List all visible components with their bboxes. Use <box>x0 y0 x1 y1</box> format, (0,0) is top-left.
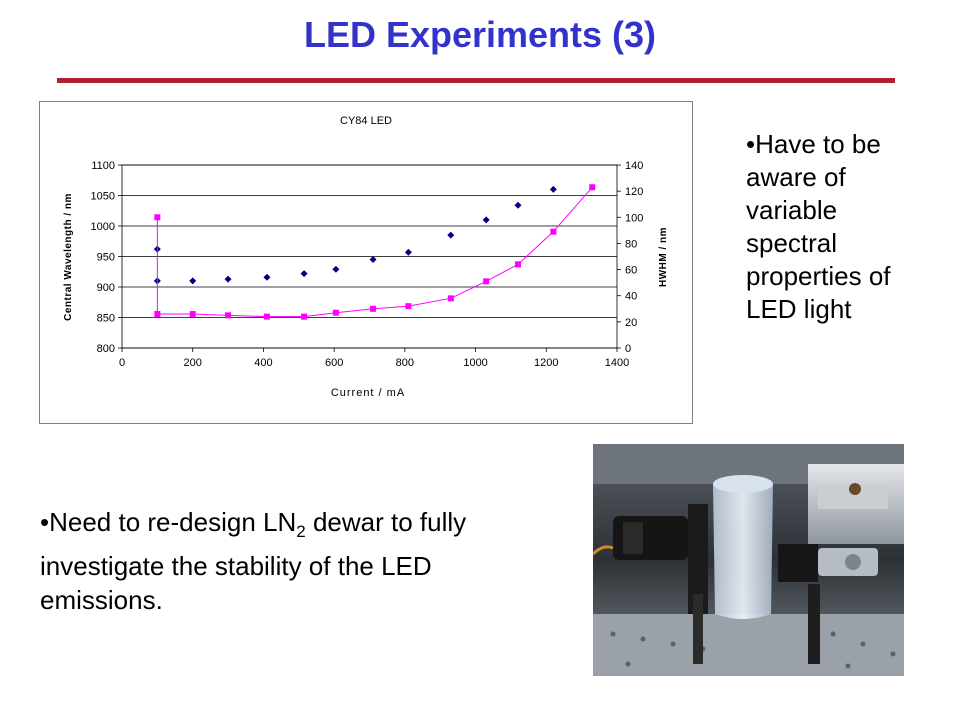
series-0-point-8 <box>404 248 412 256</box>
y-axis-label: Central Wavelength / nm <box>63 193 74 321</box>
x-tick-label-7: 1400 <box>605 357 629 369</box>
x-tick-label-6: 1200 <box>534 357 558 369</box>
y2-tick-label-6: 120 <box>625 186 643 198</box>
y2-tick-label-3: 60 <box>625 265 637 277</box>
series-0-point-3 <box>224 275 232 283</box>
lab-apparatus-photo <box>593 444 904 676</box>
series-1-point-10 <box>483 278 490 285</box>
y-tick-label-5: 1050 <box>91 191 115 203</box>
series-1-line <box>156 186 593 318</box>
series-1-point-1 <box>154 311 161 318</box>
page-title: LED Experiments (3) <box>303 14 657 55</box>
bullet-spectral-properties: •Have to be aware of variable spectral p… <box>746 129 891 324</box>
y2-axis-label: HWHM / nm <box>658 227 669 287</box>
lab-apparatus-illustration <box>593 444 904 676</box>
series-0-point-4 <box>263 273 271 281</box>
series-1-point-11 <box>515 261 521 268</box>
y2-tick-label-5: 100 <box>625 212 643 224</box>
series-0-point-6 <box>332 265 340 273</box>
y-tick-label-0: 800 <box>97 343 115 355</box>
series-0-point-10 <box>482 216 490 224</box>
series-0-point-11 <box>514 201 522 209</box>
series-1-point-2 <box>189 311 196 318</box>
series-1-point-3 <box>225 312 232 319</box>
y2-tick-label-4: 80 <box>625 238 637 250</box>
series-0-point-2 <box>189 277 197 285</box>
series-0-point-12 <box>549 185 557 193</box>
y-tick-label-6: 1100 <box>91 160 115 172</box>
y2-tick-label-7: 140 <box>625 160 643 172</box>
bullet-bottom-prefix: •Need to re-design LN <box>40 507 297 537</box>
cy84-led-chart: CY84 LED 0 200 400 600 800 1000 1200 1400800850… <box>63 115 669 399</box>
y-tick-label-4: 1000 <box>91 221 115 233</box>
series-1-point-0 <box>154 214 161 221</box>
x-tick-label-2: 400 <box>254 357 272 369</box>
bullet-bottom-suffix: dewar to fully investigate the stability… <box>40 507 467 616</box>
series-1-point-12 <box>550 228 557 235</box>
series-0-point-9 <box>447 231 455 239</box>
chart-panel: CY84 LED 0 200 400 600 800 1000 1200 1400 800 850… <box>39 101 693 424</box>
x-tick-label-3: 600 <box>325 357 343 369</box>
x-tick-label-4: 800 <box>396 357 414 369</box>
y2-tick-label-1: 20 <box>625 317 637 329</box>
bullet-dewar-redesign: •Need to re-design LN2 dewar to fully in… <box>40 505 530 617</box>
series-1-point-5 <box>301 313 308 320</box>
chart-title: CY84 LED <box>340 115 392 127</box>
x-axis-label: Current / mA <box>331 387 405 399</box>
y-tick-label-2: 900 <box>97 282 115 294</box>
x-tick-label-1: 200 <box>184 357 202 369</box>
series-1-point-4 <box>263 313 270 320</box>
series-1-point-6 <box>332 309 339 316</box>
series-0-point-7 <box>369 256 377 264</box>
series-1-point-7 <box>370 305 377 312</box>
y2-tick-label-0: 0 <box>625 343 631 355</box>
y-tick-label-3: 950 <box>97 252 115 264</box>
title-divider <box>57 78 895 83</box>
x-tick-label-0: 0 <box>119 357 125 369</box>
y2-tick-label-2: 40 <box>625 291 637 303</box>
series-0-point-5 <box>300 270 308 278</box>
series-1-point-8 <box>405 303 412 310</box>
series-1-point-9 <box>447 295 454 302</box>
bullet-bottom-subscript: 2 <box>296 522 306 542</box>
x-tick-label-5: 1000 <box>463 357 487 369</box>
y-tick-label-1: 850 <box>97 313 115 325</box>
series-1-point-13 <box>589 184 596 191</box>
